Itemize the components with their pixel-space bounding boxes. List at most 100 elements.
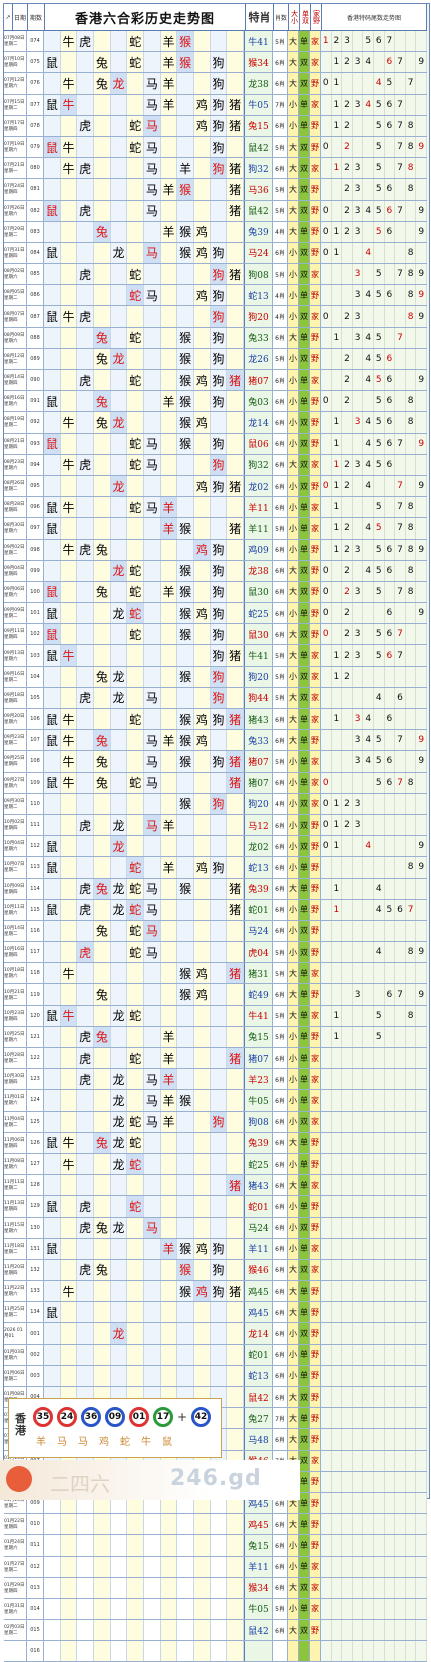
tail-cell — [342, 1132, 353, 1153]
table-row: 09月30日星期二 110 猴狗狗20 4肖小双家 0 1 2 3 — [4, 793, 427, 815]
tail-cell — [342, 1450, 353, 1471]
zodiac-cell — [160, 1217, 178, 1238]
oddeven-cell: 单 — [299, 285, 310, 306]
special-zodiac: 兔33 — [245, 327, 273, 348]
zodiac-cell — [127, 1535, 144, 1556]
zodiac-cell: 狗 — [210, 306, 228, 327]
tail-cell: 4 — [374, 878, 385, 899]
latest-draw-panel: 香港 35 24 36 09 01 17 +42 羊马马鸡蛇牛鼠 — [8, 1398, 222, 1458]
table-row: 08月12日星期二 089 兔龙猴狗龙26 5肖小双野 2 4 5 6 — [4, 348, 427, 370]
zodiac-cell — [93, 306, 111, 327]
row-date: 07月26日星期六 — [4, 200, 27, 221]
zodiac-cell — [160, 645, 178, 666]
tail-cell — [406, 1535, 417, 1556]
tail-cell: 5 — [374, 412, 385, 433]
tail-cells — [321, 1598, 427, 1620]
zodiac-cell: 鸡 — [193, 963, 211, 984]
bigsmall-cell: 大 — [288, 984, 299, 1005]
bigsmall-cell: 大 — [288, 1577, 299, 1598]
zodiac-cell — [177, 73, 194, 94]
zodiac-cell: 龙 — [111, 1090, 128, 1111]
special-zodiac: 鼠42 — [245, 1387, 273, 1408]
zodiac-cell: 牛 — [60, 772, 78, 793]
zodiac-cell — [60, 475, 78, 497]
zodiac-cell — [44, 1620, 61, 1641]
homewild-cell: 野 — [310, 433, 321, 454]
zodiac-cells: 兔龙猴狗 — [44, 666, 245, 687]
draw-zodiac-name: 鸡 — [99, 1437, 109, 1448]
zodiac-cell — [193, 1048, 211, 1069]
zodiac-cell: 鼠 — [44, 1302, 61, 1323]
tail-cell — [385, 963, 396, 984]
zodiac-cell: 牛 — [60, 136, 78, 158]
zodiac-cell: 龙 — [110, 348, 128, 369]
oddeven-cell: 双 — [299, 560, 310, 581]
tail-cell — [321, 1090, 332, 1111]
zodiac-cells: 鼠牛龙蛇 — [44, 1005, 245, 1026]
zodiac-cell — [211, 1387, 228, 1408]
row-date: 10月25日星期六 — [4, 1026, 27, 1047]
row-period: 095 — [27, 475, 44, 497]
zodiac-cell — [44, 1259, 61, 1281]
tail-cell: 5 — [374, 772, 385, 793]
zodiac-cell: 猴 — [177, 878, 194, 899]
tail-cell — [406, 1450, 417, 1471]
zodiac-cell — [127, 730, 144, 751]
special-zodiac: 兔15 — [245, 1026, 273, 1047]
row-date: 09月09日星期二 — [4, 603, 27, 624]
row-date: 11月20日星期四 — [4, 1259, 27, 1281]
zodiac-cells: 马羊猴猪 — [44, 179, 245, 200]
tail-cell: 6 — [385, 94, 396, 115]
tail-cell — [332, 1365, 343, 1386]
tail-cell: 9 — [416, 433, 427, 454]
zodiac-cell: 牛 — [60, 73, 78, 94]
tail-cell — [374, 1217, 385, 1238]
tail-cell — [321, 709, 332, 730]
zodiac-cell — [44, 1217, 61, 1238]
zodiac-cell — [60, 242, 78, 264]
tail-cell: 7 — [395, 772, 406, 793]
zodiac-cell: 马 — [143, 920, 161, 942]
homewild-cell: 家 — [310, 370, 321, 391]
table-row: 016 — [4, 1641, 427, 1662]
zodiac-cell — [193, 942, 211, 963]
tail-cell — [416, 687, 427, 708]
tail-cell — [374, 1514, 385, 1535]
special-zodiac: 羊23 — [245, 1069, 273, 1090]
zodiac-cell — [127, 242, 144, 264]
tail-cell — [374, 306, 385, 327]
zodiac-cell: 狗 — [211, 348, 228, 369]
tail-cell — [321, 1450, 332, 1471]
zodiac-cells: 兔蛇猴狗 — [44, 327, 245, 348]
homewild-cell: 野 — [310, 1344, 321, 1365]
tail-cell — [374, 920, 385, 942]
tail-cell — [332, 1196, 343, 1217]
zodiac-cell: 猴 — [177, 751, 194, 772]
zodiac-cells: 鼠羊猴猪 — [44, 518, 245, 539]
zodiac-cell — [227, 1408, 244, 1429]
row-period: 107 — [27, 730, 44, 751]
zodiac-cell: 蛇 — [127, 1005, 144, 1026]
zodiac-cell — [44, 687, 61, 708]
tail-cell — [363, 1132, 374, 1153]
zodiac-cell — [193, 31, 211, 52]
tail-cell — [406, 920, 417, 942]
zodiac-cell — [44, 412, 61, 433]
row-date: 10月23日星期四 — [4, 1005, 27, 1026]
tail-cell — [332, 1323, 343, 1344]
bigsmall-cell: 大 — [288, 158, 299, 179]
zodiac-cell — [144, 603, 161, 624]
tail-cell: 5 — [374, 158, 385, 179]
zodiac-cell: 狗 — [211, 391, 228, 412]
tail-cell — [363, 984, 374, 1005]
tail-cell: 9 — [416, 836, 427, 857]
table-row: 01月03日星期六 002 蛇01 6肖小单野 — [4, 1344, 427, 1366]
tail-cell — [374, 603, 385, 624]
tail-cell — [321, 1556, 332, 1577]
zodiac-cell: 虎 — [77, 306, 94, 327]
zodiac-cell — [111, 1238, 128, 1259]
zodiac-cells: 鼠牛兔龙蛇 — [44, 1132, 245, 1153]
